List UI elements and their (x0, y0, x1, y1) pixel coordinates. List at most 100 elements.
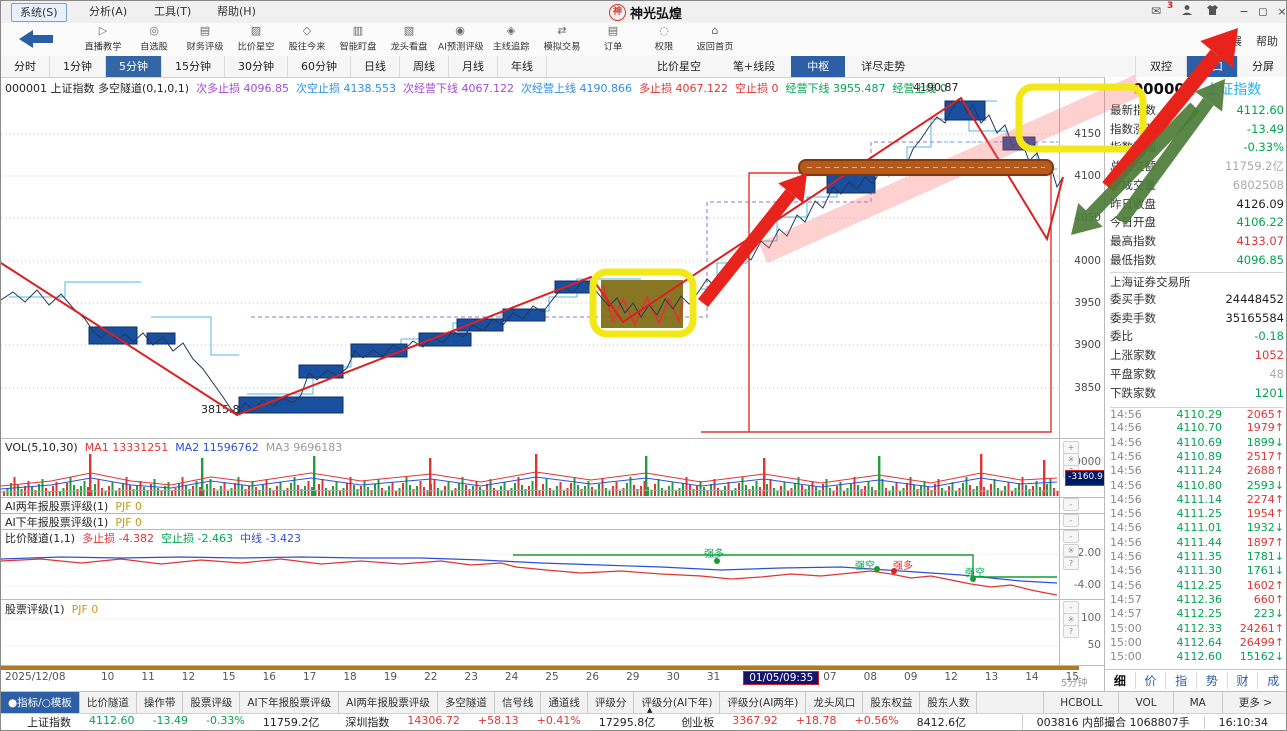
back-button[interactable] (19, 29, 55, 49)
panel-button-5[interactable]: - (1063, 530, 1079, 543)
indicator-tab-7[interactable]: 信号线 (495, 692, 542, 714)
period-tab-1[interactable]: 1分钟 (50, 56, 106, 77)
toolbar-item-9[interactable]: ⇄ 模拟交易 (538, 23, 586, 56)
user-icon[interactable] (1181, 4, 1193, 19)
mode-tab-2[interactable]: 中枢 (791, 56, 846, 77)
quote-tab-0[interactable]: 细 (1105, 672, 1136, 689)
tick-time: 15:00 (1110, 635, 1142, 649)
toolbar-item-12[interactable]: ⌂ 返回首页 (691, 23, 739, 56)
quick-indicator-2[interactable]: MA (1172, 692, 1222, 714)
period-tab-4[interactable]: 30分钟 (225, 56, 288, 77)
quote-tab-5[interactable]: 成 (1258, 672, 1286, 689)
quick-indicator-0[interactable]: HCBOLL (1043, 692, 1118, 714)
quick-indicator-1[interactable]: VOL (1118, 692, 1172, 714)
date-label-3: 12 (181, 671, 196, 683)
chart-header-field-3: 次经营上线 4190.866 (521, 82, 632, 95)
toolbar-item-8[interactable]: ◈ 主线追踪 (487, 23, 535, 56)
ai-predict-icon: ◉ (455, 24, 465, 37)
mode-tab-0[interactable]: 比价星空 (657, 60, 701, 73)
toolbar-link-1[interactable]: 帮助 (1256, 35, 1278, 48)
toolbar-item-0[interactable]: ▷ 直播教学 (79, 23, 127, 56)
period-tab-8[interactable]: 月线 (449, 56, 498, 77)
quote-tab-1[interactable]: 价 (1136, 672, 1167, 689)
panel-button-10[interactable]: ? (1063, 625, 1079, 638)
indicator-tab-13[interactable]: 股东权益 (863, 692, 921, 714)
view-tab-2[interactable]: 分屏 (1237, 56, 1286, 77)
panel-button-6[interactable]: ✳ (1063, 544, 1079, 557)
title-bar: 系统(S) 分析(A) 工具(T) 帮助(H) 神 神光弘煌 ✉ 3 − ◻ × (1, 1, 1287, 24)
price-tick-0: 4150 (1074, 128, 1101, 140)
order-label: 委比 (1110, 329, 1133, 344)
indicator-tab-14[interactable]: 股东人数 (920, 692, 978, 714)
period-tab-7[interactable]: 周线 (400, 56, 449, 77)
menu-3[interactable]: 帮助(H) (217, 5, 256, 18)
mode-tab-1[interactable]: 笔+线段 (733, 60, 776, 73)
finance-rating-icon: ▤ (199, 24, 211, 37)
restore-button[interactable]: ◻ (1258, 5, 1268, 18)
date-label-11: 24 (504, 671, 519, 683)
period-tab-2[interactable]: 5分钟 (106, 56, 162, 77)
quote-tab-3[interactable]: 势 (1197, 672, 1228, 689)
indicator-tab-4[interactable]: AI下年报股票评级 (240, 692, 340, 714)
price-tick-6: 3850 (1074, 382, 1101, 394)
vol-ma-1: MA2 11596762 (175, 441, 259, 454)
skin-icon[interactable] (1206, 4, 1219, 19)
rating-header-title: 股票评级(1) (5, 603, 65, 616)
indicator-tab-12[interactable]: 龙头风口 (806, 692, 864, 714)
toolbar-item-10[interactable]: ▤ 订单 (589, 23, 637, 56)
toolbar-item-3[interactable]: ▨ 比价星空 (232, 23, 280, 56)
period-tab-3[interactable]: 15分钟 (162, 56, 225, 77)
order-row-3: 上涨家数 1052 (1110, 346, 1284, 364)
tick-time: 14:56 (1110, 408, 1142, 421)
quick-indicator-3[interactable]: 更多 > (1221, 692, 1286, 714)
period-tab-9[interactable]: 年线 (498, 56, 547, 77)
toolbar-item-6[interactable]: ▧ 龙头看盘 (385, 23, 433, 56)
stock-code: 000001 (1132, 80, 1196, 98)
toolbar-item-2[interactable]: ▤ 财务评级 (181, 23, 229, 56)
date-label-0: 2025/12/08 (5, 671, 66, 683)
toolbar-item-11[interactable]: ◌ 权限 (640, 23, 688, 56)
indicator-tab-3[interactable]: 股票评级 (183, 692, 241, 714)
tick-time: 14:57 (1110, 592, 1142, 606)
tick-row-10: 14:56 4111.35 1781↓ (1110, 550, 1284, 564)
indicator-tab-1[interactable]: 比价隧道 (80, 692, 137, 714)
indicator-tab-6[interactable]: 多空隧道 (438, 692, 495, 714)
period-tab-5[interactable]: 60分钟 (288, 56, 351, 77)
view-tab-0[interactable]: 双控 (1135, 56, 1186, 77)
indicator-tab-2[interactable]: 操作带 (137, 692, 184, 714)
minimize-button[interactable]: − (1239, 5, 1249, 18)
toolbar-item-5[interactable]: ▥ 智能盯盘 (334, 23, 382, 56)
menu-2[interactable]: 工具(T) (154, 5, 192, 18)
toolbar-item-1[interactable]: ◎ 自选股 (130, 23, 178, 56)
indicator-tab-9[interactable]: 评级分 (588, 692, 635, 714)
panel-button-7[interactable]: ? (1063, 557, 1079, 570)
indicator-tab-8[interactable]: 通道线 (541, 692, 588, 714)
quote-tab-2[interactable]: 指 (1166, 672, 1198, 689)
view-tab-1[interactable]: 盘口 (1186, 56, 1237, 77)
indicator-tab-5[interactable]: AI两年报股票评级 (339, 692, 438, 714)
quote-value: 6802508 (1232, 177, 1284, 192)
toolbar-link-0[interactable]: 扩展 (1220, 35, 1242, 48)
indicator-tab-11[interactable]: 评级分(AI两年) (720, 692, 807, 714)
toolbar-item-7[interactable]: ◉ AI预测评级 (436, 23, 484, 56)
menu-0[interactable]: 系统(S) (11, 3, 67, 22)
mode-tab-3[interactable]: 详尽走势 (861, 60, 906, 73)
panel-button-3[interactable]: - (1063, 498, 1079, 511)
indicator-tab-10[interactable]: 评级分(AI下年) (634, 692, 721, 714)
close-button[interactable]: × (1277, 5, 1287, 18)
mail-icon[interactable]: ✉ (1151, 4, 1162, 18)
toolbar-item-4[interactable]: ◇ 股往今来 (283, 23, 331, 56)
tick-volume: 26499↑ (1239, 635, 1284, 649)
quote-tab-4[interactable]: 财 (1228, 672, 1259, 689)
period-tab-bar: 分时 1分钟 5分钟 15分钟 30分钟 60分钟 日线 周线 月线 年线 比价星空 笔+线段 中枢 详… (1, 56, 1286, 78)
toolbar-item-label: 股往今来 (288, 42, 326, 53)
app-brand: 神 神光弘煌 (609, 2, 682, 22)
menu-1[interactable]: 分析(A) (89, 5, 128, 18)
indicator-tab-0[interactable]: ●指标/○模板 (1, 692, 80, 714)
period-tab-6[interactable]: 日线 (351, 56, 400, 77)
period-tab-0[interactable]: 分时 (1, 56, 50, 77)
tunnel-field-2: 中线 -3.423 (240, 532, 301, 545)
panel-button-4[interactable]: - (1063, 514, 1079, 527)
order-value: 1052 (1254, 348, 1284, 363)
divider (1, 513, 1104, 514)
